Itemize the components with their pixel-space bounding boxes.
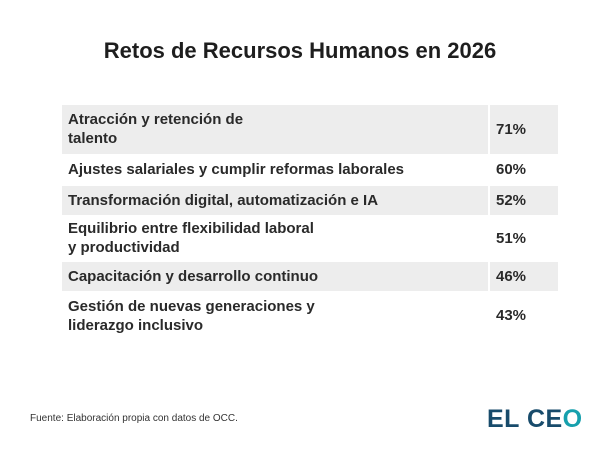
row-value: 51%	[488, 215, 558, 261]
row-label: Transformación digital, automatización e…	[62, 185, 489, 215]
page-title: Retos de Recursos Humanos en 2026	[103, 38, 497, 63]
table-row: Ajustes salariales y cumplir reformas la…	[62, 154, 558, 185]
row-value: 71%	[488, 105, 558, 154]
row-label: Equilibrio entre flexibilidad laboral y …	[68, 220, 314, 256]
row-value: 46%	[488, 261, 558, 291]
row-label: Gestión de nuevas generaciones y lideraz…	[68, 297, 315, 334]
table-row: Transformación digital, automatización e…	[62, 185, 558, 215]
row-label: Ajustes salariales y cumplir reformas la…	[68, 161, 404, 178]
el-ceo-logo: EL CEO	[487, 405, 583, 434]
source-note: Fuente: Elaboración propia con datos de …	[30, 413, 238, 424]
logo-accent: O	[562, 405, 583, 433]
table-row: Atracción y retención de talento 71%	[62, 105, 558, 154]
table-row: Capacitación y desarrollo continuo 46%	[62, 261, 558, 291]
row-value: 60%	[488, 154, 558, 185]
row-value: 52%	[488, 185, 558, 215]
row-label: Capacitación y desarrollo continuo	[62, 261, 489, 291]
row-value: 43%	[488, 291, 558, 340]
row-label: Atracción y retención de talento	[62, 105, 489, 154]
logo-text: EL CE	[487, 405, 563, 433]
challenges-table: Atracción y retención de talento 71% Ajus…	[62, 105, 558, 341]
table-row: Equilibrio entre flexibilidad laboral y …	[62, 215, 558, 261]
table-row: Gestión de nuevas generaciones y lideraz…	[62, 291, 558, 340]
